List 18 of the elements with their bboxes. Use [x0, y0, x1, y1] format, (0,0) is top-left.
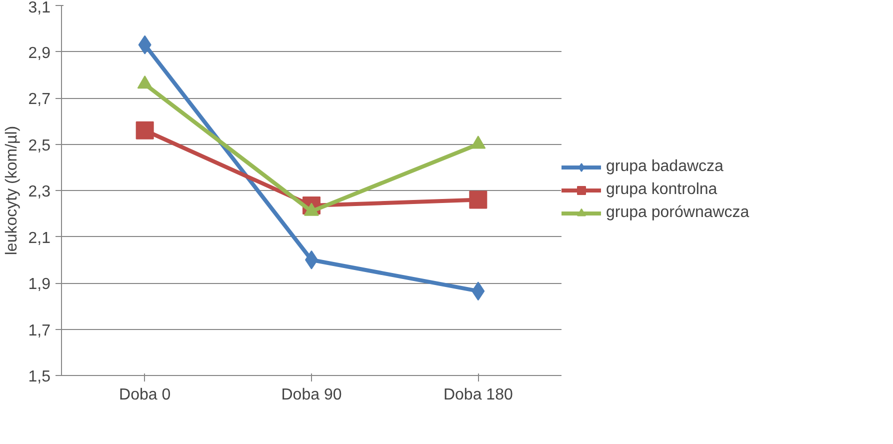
x-tick-label: Doba 180: [443, 386, 513, 404]
x-tick-label: Doba 90: [281, 386, 342, 404]
y-tick-label: 3,1: [28, 0, 51, 16]
y-tick-label: 1,5: [28, 368, 51, 386]
point: [469, 190, 488, 209]
y-axis-title: leukocyty (kom/µl): [3, 126, 20, 256]
y-tick-label: 2,7: [28, 91, 51, 108]
y-tick-label: 2,1: [28, 230, 51, 247]
y-tick-label: 1,9: [28, 276, 51, 293]
y-tick-label: 2,9: [28, 44, 51, 62]
y-tick-label: 1,7: [28, 322, 51, 340]
legend-label: grupa kontrolna: [606, 181, 718, 199]
legend-label: grupa porównawcza: [606, 204, 750, 222]
point: [136, 121, 154, 140]
legend-label: grupa badawcza: [606, 158, 724, 176]
y-tick-label: 2,5: [28, 137, 51, 154]
x-tick-label: Doba 0: [119, 386, 171, 404]
y-tick-label: 2,3: [28, 184, 51, 200]
